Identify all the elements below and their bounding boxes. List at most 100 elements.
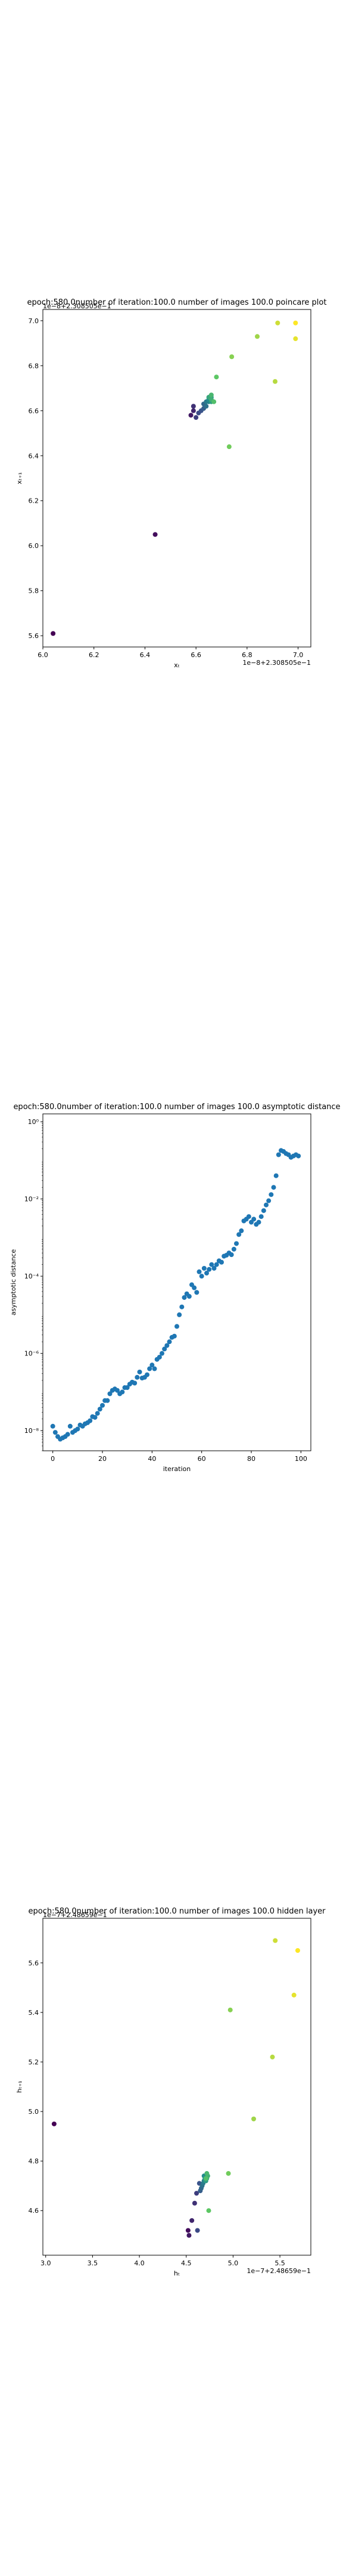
x-tick-label: 40 — [148, 1455, 156, 1463]
y-tick-label: 10⁻⁶ — [24, 1350, 39, 1358]
data-point — [152, 1366, 157, 1371]
data-point — [182, 1295, 187, 1300]
data-point — [92, 1414, 98, 1420]
data-point — [214, 1262, 219, 1267]
data-point — [255, 334, 260, 339]
chart-3: epoch:580.0number of iteration:100.0 num… — [15, 1907, 326, 2277]
x-axis-label: hₜ — [174, 2270, 180, 2277]
data-point — [186, 2233, 192, 2238]
data-point — [204, 1271, 209, 1276]
x-tick-label: 5.5 — [275, 2259, 285, 2267]
x-tick-label: 4.0 — [134, 2259, 145, 2267]
data-point — [160, 1351, 164, 1356]
y-tick-label: 5.0 — [29, 2108, 39, 2116]
data-point — [251, 1216, 257, 1222]
data-point — [207, 1267, 212, 1272]
data-point — [194, 415, 199, 420]
data-point — [95, 1411, 100, 1416]
y-tick-label: 7.0 — [29, 317, 39, 325]
y-tick-label: 6.2 — [29, 497, 39, 505]
data-point — [261, 1208, 266, 1213]
data-point — [100, 1402, 105, 1408]
data-point — [273, 379, 277, 384]
data-point — [199, 1274, 204, 1279]
data-point — [264, 1202, 269, 1208]
data-point — [206, 2208, 211, 2213]
y-tick-label: 6.8 — [29, 362, 39, 370]
x-tick-label: 6.6 — [191, 651, 201, 659]
data-point — [256, 1219, 261, 1225]
data-point — [107, 1391, 113, 1397]
y-tick-label: 5.4 — [29, 2009, 39, 2017]
data-point — [192, 1285, 197, 1290]
data-point — [211, 399, 217, 404]
y-axis-label: asymptotic distance — [10, 1249, 17, 1315]
y-axis-label: xₜ₊₁ — [15, 472, 23, 484]
data-point — [52, 1430, 58, 1435]
data-point — [219, 1259, 224, 1265]
axes-frame — [42, 1113, 311, 1451]
data-point — [188, 413, 194, 418]
y-tick-label: 10⁰ — [28, 1118, 39, 1126]
y-tick-label: 5.6 — [29, 632, 39, 640]
y-tick-label: 4.8 — [29, 2157, 39, 2165]
data-point — [162, 1346, 167, 1352]
x-tick-label: 3.0 — [40, 2259, 51, 2267]
data-point — [115, 1388, 120, 1393]
data-point — [88, 1418, 93, 1423]
data-point — [186, 1294, 192, 1299]
data-point — [67, 1423, 73, 1429]
x-tick-label: 6.0 — [38, 651, 48, 659]
data-point — [172, 1333, 177, 1339]
data-point — [246, 1214, 251, 1219]
data-point — [195, 2228, 200, 2233]
data-point — [211, 1265, 217, 1271]
data-point — [258, 1214, 264, 1219]
data-point — [50, 1423, 55, 1429]
y-tick-label: 10⁻² — [24, 1196, 39, 1203]
data-point — [239, 1228, 244, 1234]
x-tick-label: 6.4 — [140, 651, 151, 659]
data-point — [189, 2218, 195, 2223]
y-tick-label: 10⁻⁴ — [24, 1272, 39, 1280]
data-point — [185, 2228, 191, 2233]
x-tick-label: 6.8 — [242, 651, 252, 659]
chart-2: epoch:580.0number of iteration:100.0 num… — [10, 1103, 341, 1473]
data-point — [295, 1948, 300, 1953]
data-point — [145, 1372, 149, 1377]
data-point — [191, 408, 196, 413]
data-point — [214, 374, 219, 380]
x-tick-label: 7.0 — [293, 651, 304, 659]
data-point — [147, 1366, 152, 1371]
data-point — [75, 1426, 80, 1432]
data-point — [177, 1312, 182, 1317]
data-point — [135, 1374, 140, 1380]
data-point — [174, 1324, 179, 1329]
data-point — [157, 1354, 162, 1360]
data-point — [234, 1241, 239, 1246]
axes-frame — [42, 1918, 311, 2256]
chart-title: epoch:580.0number of iteration:100.0 num… — [29, 1907, 326, 1916]
x-axis-label: xₜ — [174, 661, 180, 669]
data-point — [203, 2176, 208, 2181]
data-point — [194, 1290, 199, 1295]
y-tick-label: 4.6 — [29, 2207, 39, 2215]
data-point — [226, 444, 232, 450]
data-point — [251, 2116, 257, 2122]
data-point — [97, 1407, 102, 1412]
data-point — [276, 1152, 281, 1157]
data-point — [124, 1385, 130, 1391]
x-tick-label: 6.2 — [89, 651, 99, 659]
chart-title: epoch:580.0number of iteration:100.0 num… — [13, 1103, 340, 1111]
data-point — [270, 2054, 275, 2060]
y-tick-label: 10⁻⁸ — [24, 1427, 39, 1435]
data-point — [197, 1269, 202, 1274]
data-point — [105, 1398, 110, 1403]
data-point — [137, 1369, 142, 1374]
data-point — [293, 336, 298, 342]
data-point — [231, 1246, 236, 1252]
x-tick-label: 4.5 — [181, 2259, 192, 2267]
chart-title: epoch:580.0number of iteration:100.0 num… — [27, 298, 327, 307]
data-point — [226, 2171, 231, 2176]
